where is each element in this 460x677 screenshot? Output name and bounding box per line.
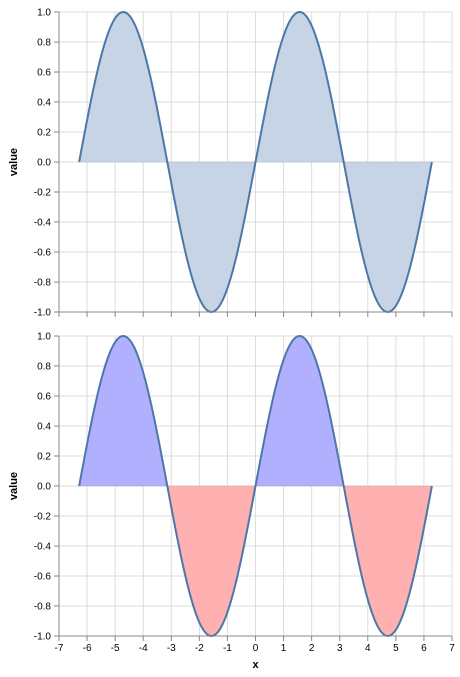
x-tick-label: 2 — [309, 643, 315, 654]
x-tick-label: -6 — [83, 643, 92, 654]
y-tick-label: -0.2 — [34, 188, 52, 199]
y-tick-label: -0.6 — [34, 248, 52, 259]
y-tick-label: 0.2 — [37, 128, 51, 139]
y-tick-label: -1.0 — [34, 632, 52, 643]
negative-area-fill — [167, 162, 256, 312]
y-tick-label: 0.8 — [37, 38, 51, 49]
x-tick-label: -5 — [111, 643, 120, 654]
x-tick-label: -4 — [139, 643, 148, 654]
x-tick-label: -3 — [167, 643, 176, 654]
x-tick-label: 7 — [449, 643, 455, 654]
negative-area-fill — [343, 486, 432, 636]
x-tick-label: 1 — [281, 643, 287, 654]
y-tick-label: 1.0 — [37, 8, 51, 19]
y-tick-label: 0.8 — [37, 362, 51, 373]
x-axis-title: x — [252, 659, 259, 671]
sine-line — [78, 334, 433, 638]
x-tick-label: -7 — [55, 643, 64, 654]
y-tick-label: 0.0 — [37, 158, 51, 169]
chart-panel-2: -1.0 -0.8 -0.6 -0.4 -0.2 0.0 0.2 0.4 0.6 0.8 1.0 -7… — [8, 332, 455, 672]
y-tick-label: 0.0 — [37, 482, 51, 493]
x-tick-label: 5 — [393, 643, 399, 654]
y-tick-label: -0.4 — [34, 542, 52, 553]
y-tick-label: 0.4 — [37, 98, 51, 109]
positive-area-fill — [255, 12, 344, 162]
y-tick-label: -0.8 — [34, 602, 52, 613]
y-axis-title: value — [8, 148, 20, 176]
x-tick-label: -1 — [223, 643, 232, 654]
chart-panel-1: -1.0 -0.8 -0.6 -0.4 -0.2 0.0 0.2 0.4 0.6 0.8 1.0 va… — [8, 8, 453, 319]
y-tick-label: -0.2 — [34, 512, 52, 523]
y-tick-label: 0.6 — [37, 68, 51, 79]
y-tick-label: -0.6 — [34, 572, 52, 583]
y-tick-label: -1.0 — [34, 308, 52, 319]
y-tick-label: -0.4 — [34, 218, 52, 229]
y-tick-label: 0.6 — [37, 392, 51, 403]
y-tick-label: 0.2 — [37, 452, 51, 463]
y-tick-label: 0.4 — [37, 422, 51, 433]
x-tick-label: -2 — [195, 643, 204, 654]
x-tick-label: 6 — [421, 643, 427, 654]
positive-area-fill — [79, 12, 168, 162]
sine-line — [78, 10, 433, 314]
positive-area-fill — [255, 336, 344, 486]
x-tick-label: 0 — [253, 643, 259, 654]
y-tick-label: -0.8 — [34, 278, 52, 289]
y-axis-title: value — [8, 472, 20, 500]
negative-area-fill — [167, 486, 256, 636]
y-tick-label: 1.0 — [37, 332, 51, 343]
x-tick-label: 3 — [337, 643, 343, 654]
positive-area-fill — [79, 336, 168, 486]
negative-area-fill — [343, 162, 432, 312]
x-tick-label: 4 — [365, 643, 371, 654]
